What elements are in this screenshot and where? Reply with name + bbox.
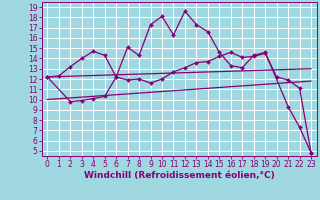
X-axis label: Windchill (Refroidissement éolien,°C): Windchill (Refroidissement éolien,°C) <box>84 171 275 180</box>
